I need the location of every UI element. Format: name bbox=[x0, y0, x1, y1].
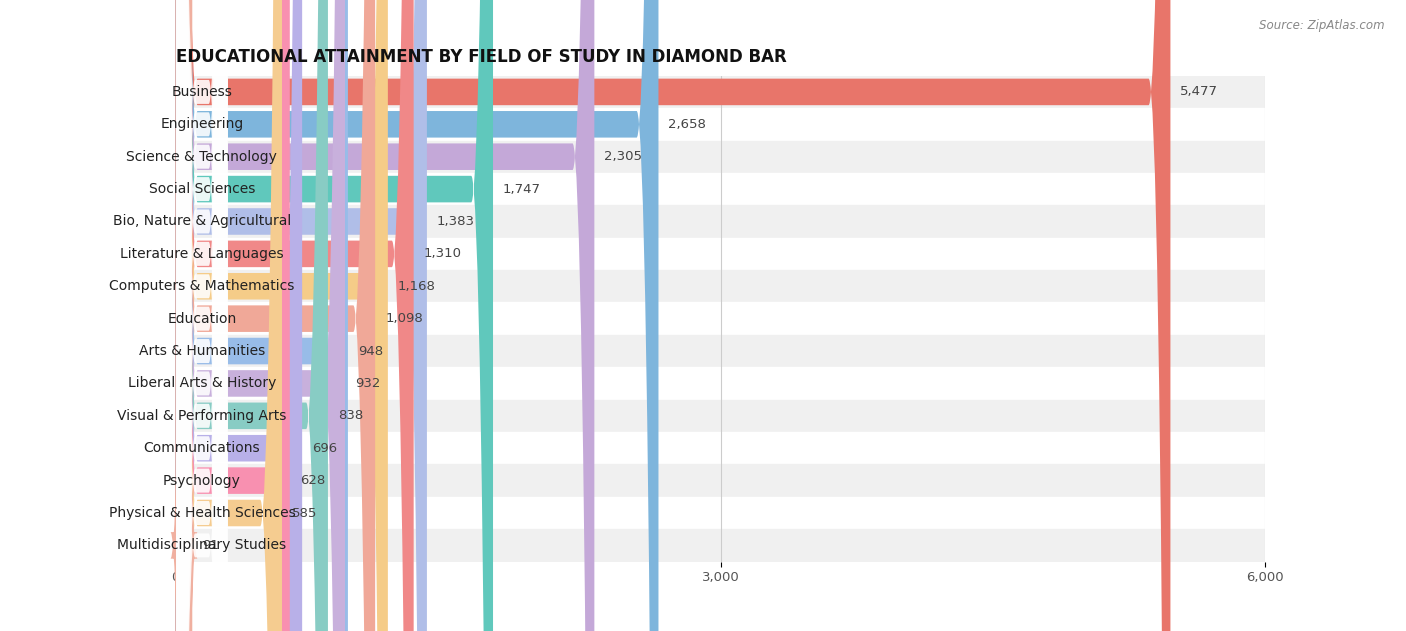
FancyBboxPatch shape bbox=[177, 0, 228, 631]
Text: Science & Technology: Science & Technology bbox=[127, 150, 277, 163]
FancyBboxPatch shape bbox=[177, 0, 228, 631]
Text: 91: 91 bbox=[202, 539, 219, 552]
FancyBboxPatch shape bbox=[176, 0, 344, 631]
Text: Communications: Communications bbox=[143, 441, 260, 455]
FancyBboxPatch shape bbox=[176, 0, 427, 631]
Text: Education: Education bbox=[167, 312, 236, 326]
Text: 948: 948 bbox=[359, 345, 382, 358]
Text: Physical & Health Sciences: Physical & Health Sciences bbox=[108, 506, 295, 520]
FancyBboxPatch shape bbox=[176, 0, 1170, 631]
Text: Liberal Arts & History: Liberal Arts & History bbox=[128, 377, 276, 391]
Bar bbox=[176, 76, 1265, 108]
Text: Social Sciences: Social Sciences bbox=[149, 182, 254, 196]
FancyBboxPatch shape bbox=[176, 0, 658, 631]
FancyBboxPatch shape bbox=[170, 0, 197, 631]
FancyBboxPatch shape bbox=[176, 0, 347, 631]
Bar bbox=[176, 302, 1265, 335]
Bar bbox=[176, 173, 1265, 205]
FancyBboxPatch shape bbox=[176, 0, 375, 631]
Text: EDUCATIONAL ATTAINMENT BY FIELD OF STUDY IN DIAMOND BAR: EDUCATIONAL ATTAINMENT BY FIELD OF STUDY… bbox=[176, 48, 786, 66]
FancyBboxPatch shape bbox=[177, 0, 228, 631]
Text: Engineering: Engineering bbox=[160, 117, 243, 131]
Bar bbox=[176, 335, 1265, 367]
FancyBboxPatch shape bbox=[177, 0, 228, 631]
Text: Computers & Mathematics: Computers & Mathematics bbox=[110, 280, 295, 293]
Bar bbox=[176, 529, 1265, 562]
FancyBboxPatch shape bbox=[176, 0, 328, 631]
FancyBboxPatch shape bbox=[177, 0, 228, 631]
Text: 1,747: 1,747 bbox=[503, 182, 541, 196]
Bar bbox=[176, 464, 1265, 497]
Bar bbox=[176, 367, 1265, 399]
FancyBboxPatch shape bbox=[177, 0, 228, 631]
Text: Bio, Nature & Agricultural: Bio, Nature & Agricultural bbox=[112, 215, 291, 228]
Text: 2,305: 2,305 bbox=[605, 150, 643, 163]
Text: 5,477: 5,477 bbox=[1181, 85, 1219, 98]
FancyBboxPatch shape bbox=[177, 0, 228, 631]
Text: Psychology: Psychology bbox=[163, 474, 240, 488]
Bar bbox=[176, 399, 1265, 432]
Text: 2,658: 2,658 bbox=[668, 118, 706, 131]
Bar bbox=[176, 497, 1265, 529]
Bar bbox=[176, 238, 1265, 270]
Bar bbox=[176, 141, 1265, 173]
Text: Visual & Performing Arts: Visual & Performing Arts bbox=[117, 409, 287, 423]
Text: 696: 696 bbox=[312, 442, 337, 455]
Text: Literature & Languages: Literature & Languages bbox=[120, 247, 284, 261]
Bar bbox=[176, 432, 1265, 464]
FancyBboxPatch shape bbox=[177, 0, 228, 631]
FancyBboxPatch shape bbox=[176, 0, 595, 631]
FancyBboxPatch shape bbox=[177, 0, 228, 631]
Bar bbox=[176, 270, 1265, 302]
Bar bbox=[176, 108, 1265, 141]
FancyBboxPatch shape bbox=[177, 0, 228, 631]
Text: Multidisciplinary Studies: Multidisciplinary Studies bbox=[117, 538, 287, 552]
Text: Business: Business bbox=[172, 85, 232, 99]
FancyBboxPatch shape bbox=[177, 0, 228, 631]
FancyBboxPatch shape bbox=[176, 0, 494, 631]
FancyBboxPatch shape bbox=[176, 0, 290, 631]
FancyBboxPatch shape bbox=[176, 0, 302, 631]
FancyBboxPatch shape bbox=[176, 0, 283, 631]
Text: 585: 585 bbox=[292, 507, 318, 519]
Text: 1,383: 1,383 bbox=[437, 215, 475, 228]
Text: Arts & Humanities: Arts & Humanities bbox=[139, 344, 264, 358]
FancyBboxPatch shape bbox=[177, 0, 228, 631]
FancyBboxPatch shape bbox=[177, 0, 228, 631]
Text: 1,168: 1,168 bbox=[398, 280, 436, 293]
Text: 628: 628 bbox=[299, 474, 325, 487]
Bar bbox=[176, 205, 1265, 238]
FancyBboxPatch shape bbox=[177, 0, 228, 631]
Text: 1,098: 1,098 bbox=[385, 312, 423, 325]
Text: 838: 838 bbox=[337, 410, 363, 422]
FancyBboxPatch shape bbox=[176, 0, 413, 631]
Text: Source: ZipAtlas.com: Source: ZipAtlas.com bbox=[1260, 19, 1385, 32]
Text: 932: 932 bbox=[354, 377, 381, 390]
FancyBboxPatch shape bbox=[177, 0, 228, 631]
FancyBboxPatch shape bbox=[176, 0, 388, 631]
Text: 1,310: 1,310 bbox=[423, 247, 461, 261]
